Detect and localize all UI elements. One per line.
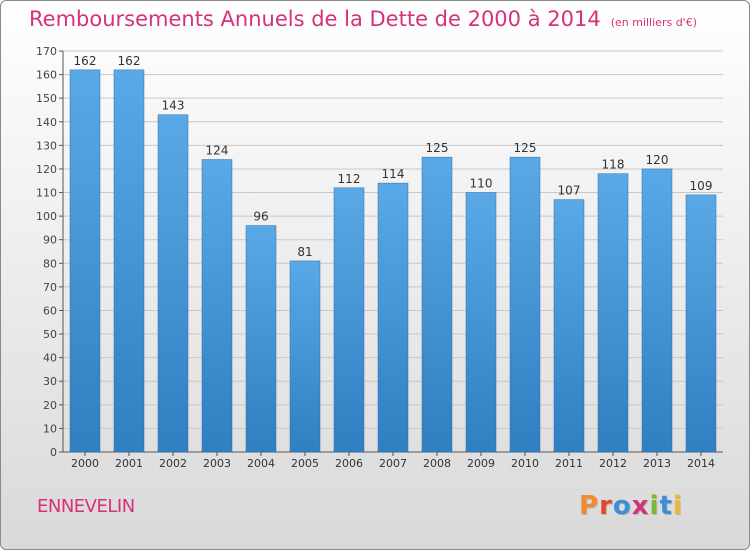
y-tick-label: 120 <box>36 163 57 176</box>
x-tick-label-2002: 2002 <box>159 457 187 470</box>
y-tick-label: 140 <box>36 116 57 129</box>
bar-2001 <box>113 69 145 453</box>
bar-2008 <box>421 156 453 453</box>
logo-letter: t <box>659 491 673 521</box>
data-label-2010: 125 <box>514 141 537 155</box>
data-label-2002: 143 <box>162 99 185 113</box>
data-label-2011: 107 <box>558 184 581 198</box>
bar-2009 <box>465 192 497 453</box>
y-tick-label: 110 <box>36 187 57 200</box>
y-tick-label: 160 <box>36 69 57 82</box>
bars <box>69 69 717 453</box>
y-tick-label: 170 <box>36 45 57 58</box>
x-tick-label-2014: 2014 <box>687 457 715 470</box>
bar-2013 <box>641 168 673 453</box>
logo-letter: P <box>579 491 600 521</box>
data-label-2008: 125 <box>426 141 449 155</box>
proxiti-logo[interactable]: Proxiti <box>579 491 683 521</box>
bar-2004 <box>245 225 277 453</box>
y-tick-label: 40 <box>43 352 57 365</box>
y-tick-label: 100 <box>36 210 57 223</box>
logo-letter: r <box>599 491 613 521</box>
x-tick-label-2001: 2001 <box>115 457 143 470</box>
bar-2000 <box>69 69 101 453</box>
y-tick-label: 30 <box>43 375 57 388</box>
x-tick-label-2003: 2003 <box>203 457 231 470</box>
y-tick-label: 70 <box>43 281 57 294</box>
x-tick-label-2005: 2005 <box>291 457 319 470</box>
logo-letter: i <box>672 491 683 521</box>
data-label-2014: 109 <box>690 179 713 193</box>
bar-2007 <box>377 182 409 453</box>
bar-2003 <box>201 159 233 453</box>
data-label-2004: 96 <box>253 210 268 224</box>
commune-name: ENNEVELIN <box>37 496 135 517</box>
x-tick-label-2004: 2004 <box>247 457 275 470</box>
data-label-2003: 124 <box>206 144 229 158</box>
x-tick-label-2010: 2010 <box>511 457 539 470</box>
x-tick-label-2011: 2011 <box>555 457 583 470</box>
bar-2006 <box>333 187 365 453</box>
x-tick-label-2013: 2013 <box>643 457 671 470</box>
x-tick-label-2007: 2007 <box>379 457 407 470</box>
x-tick-label-2012: 2012 <box>599 457 627 470</box>
data-label-2006: 112 <box>338 172 361 186</box>
y-tick-labels: 0 10 20 30 40 50 60 70 80 90 100 110 120 130 140 150 160… <box>36 45 57 459</box>
data-label-2012: 118 <box>602 158 625 172</box>
bar-2014 <box>685 194 717 453</box>
chart-title-text: Remboursements Annuels de la Dette de 20… <box>29 7 601 31</box>
data-label-2000: 162 <box>74 54 97 68</box>
data-label-2013: 120 <box>646 153 669 167</box>
y-tick-label: 50 <box>43 328 57 341</box>
bar-2010 <box>509 156 541 453</box>
bar-2011 <box>553 199 585 453</box>
y-tick-label: 20 <box>43 399 57 412</box>
logo-letter: i <box>649 491 660 521</box>
chart-unit-label: (en milliers d'€) <box>610 16 697 29</box>
data-label-2001: 162 <box>118 54 141 68</box>
bar-2012 <box>597 173 629 453</box>
y-tick-label: 60 <box>43 304 57 317</box>
y-tick-label: 130 <box>36 139 57 152</box>
data-label-2009: 110 <box>470 177 493 191</box>
y-tick-label: 80 <box>43 257 57 270</box>
y-tick-label: 90 <box>43 234 57 247</box>
y-tick-label: 10 <box>43 422 57 435</box>
x-tick-label-2000: 2000 <box>71 457 99 470</box>
logo-letter: x <box>631 491 650 521</box>
bar-2005 <box>289 260 321 453</box>
bar-2002 <box>157 114 189 453</box>
y-tick-label: 0 <box>50 446 57 459</box>
data-label-2007: 114 <box>382 167 405 181</box>
logo-letter: o <box>612 491 632 521</box>
data-labels: 162 162 143 124 96 81 112 114 125 110 125 107 118 120… <box>74 54 713 259</box>
data-label-2005: 81 <box>297 245 312 259</box>
x-tick-label-2006: 2006 <box>335 457 363 470</box>
chart-title: Remboursements Annuels de la Dette de 20… <box>29 7 697 31</box>
x-tick-label-2008: 2008 <box>423 457 451 470</box>
y-tick-label: 150 <box>36 92 57 105</box>
x-tick-label-2009: 2009 <box>467 457 495 470</box>
x-tick-labels: 2000 2001 2002 2003 2004 2005 2006 2007 2008 2009… <box>71 457 715 470</box>
